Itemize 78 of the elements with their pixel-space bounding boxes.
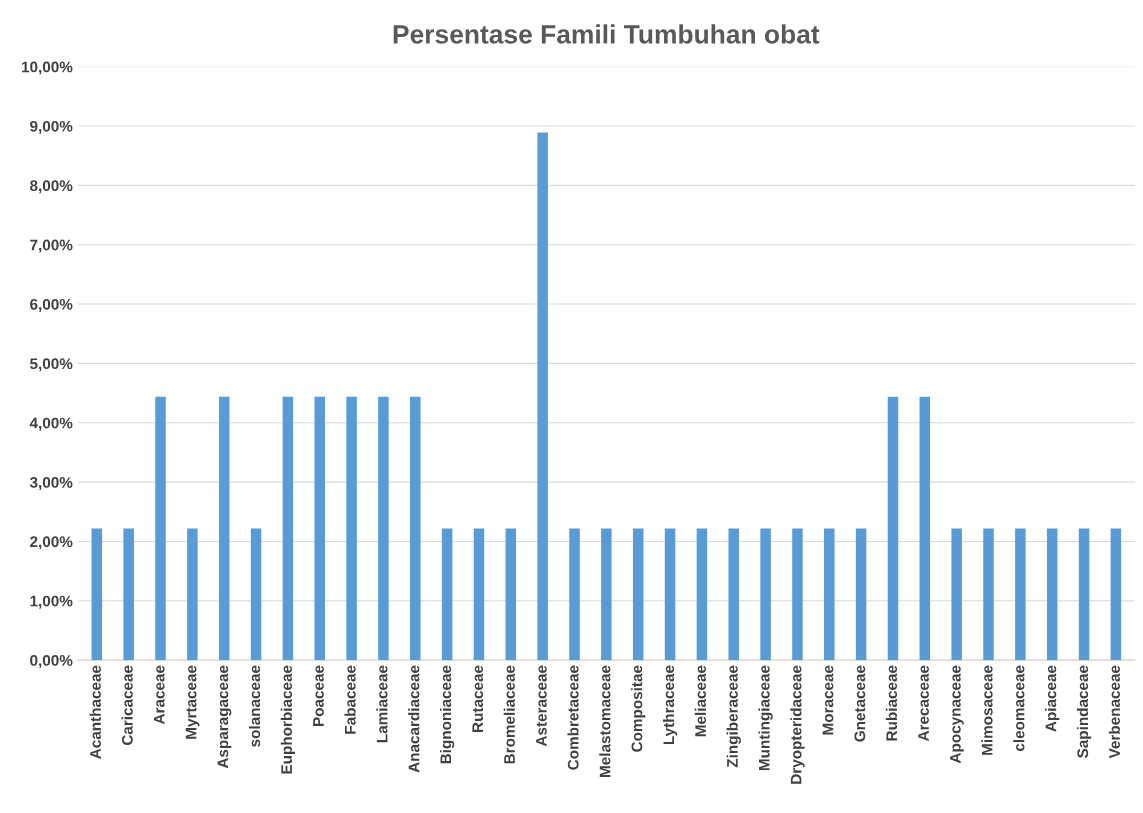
bar xyxy=(250,528,262,661)
bar xyxy=(632,528,644,661)
x-tick-label: solanaceae xyxy=(248,665,261,747)
bar xyxy=(1015,528,1026,661)
y-tick-label: 5,00% xyxy=(30,358,73,372)
bar xyxy=(792,528,803,661)
bar xyxy=(282,396,294,661)
bar xyxy=(919,396,931,661)
bar xyxy=(155,396,166,661)
x-tick-label: Fabaceae xyxy=(344,665,356,734)
x-tick-label: cleomaceae xyxy=(1013,665,1025,752)
x-tick-label: Acanthaceae xyxy=(89,665,101,759)
x-tick-label: Anacardiaceae xyxy=(408,665,420,773)
bar xyxy=(218,396,230,661)
x-tick-label: Asparagaceae xyxy=(217,665,232,769)
y-tick-label: 7,00% xyxy=(30,239,73,253)
x-tick-label: Moraceae xyxy=(822,665,834,735)
bar xyxy=(569,528,580,661)
bar xyxy=(123,528,134,661)
x-tick-label: Araceae xyxy=(153,665,165,725)
bar xyxy=(887,396,899,661)
y-tick-label: 6,00% xyxy=(30,298,73,312)
bar xyxy=(664,528,676,661)
bar xyxy=(441,528,453,661)
x-tick-label: Gnetaceae xyxy=(854,665,866,742)
x-tick-label: Meliaceae xyxy=(694,665,706,737)
x-tick-label: Apocynaceae xyxy=(950,665,964,764)
bar xyxy=(855,528,867,661)
x-tick-label: Zingiberaceae xyxy=(726,665,741,768)
bar xyxy=(346,396,357,661)
y-tick-label: 3,00% xyxy=(29,476,73,491)
chart-title: Persentase Famili Tumbuhan obat xyxy=(393,24,820,44)
bar xyxy=(1046,528,1058,661)
x-tick-label: Compositae xyxy=(631,665,646,752)
y-tick-label: 10,00% xyxy=(22,61,73,75)
bar xyxy=(728,528,739,661)
x-tick-label: Euphorbiaceae xyxy=(280,665,296,774)
bar xyxy=(187,528,198,661)
x-tick-label: Sapindaceae xyxy=(1076,665,1092,758)
x-tick-label: Lythraceae xyxy=(662,665,678,745)
x-tick-label: Asteraceae xyxy=(536,665,547,747)
x-tick-label: Dryopteridaceae xyxy=(790,665,805,784)
bar xyxy=(824,528,835,661)
x-tick-label: Bignoniaceae xyxy=(439,665,455,764)
x-tick-label: Lamiaceae xyxy=(376,665,388,743)
bar xyxy=(378,396,389,661)
x-tick-label: Muntingiaceae xyxy=(758,665,773,771)
x-tick-label: Apiaceae xyxy=(1045,665,1060,732)
x-tick-label: Verbenaceae xyxy=(1108,665,1120,759)
y-tick-label: 8,00% xyxy=(30,180,73,194)
y-tick-label: 9,00% xyxy=(30,120,73,134)
x-tick-label: Bromeliaceae xyxy=(503,665,515,764)
bar xyxy=(410,396,421,661)
bar xyxy=(537,132,548,661)
x-tick-label: Combretaceae xyxy=(567,665,579,770)
bar xyxy=(505,528,517,661)
bar xyxy=(601,528,612,661)
bar xyxy=(760,528,771,661)
x-tick-label: Poaceae xyxy=(313,665,324,726)
y-tick-label: 2,00% xyxy=(30,536,73,550)
y-tick-label: 4,00% xyxy=(29,417,73,431)
x-tick-label: Rutaceae xyxy=(472,665,484,732)
bar xyxy=(696,528,708,661)
y-tick-label: 0,00% xyxy=(30,655,73,669)
bar xyxy=(1110,528,1122,661)
bar xyxy=(473,528,485,661)
bar xyxy=(951,528,962,661)
bar xyxy=(1078,528,1090,661)
bar xyxy=(983,528,994,661)
y-tick-label: 1,00% xyxy=(30,595,73,609)
bar xyxy=(314,396,326,661)
x-tick-label: Caricaceae xyxy=(121,665,133,746)
x-tick-label: Melastomaceae xyxy=(599,665,611,777)
x-tick-label: Mimosaceae xyxy=(981,665,993,755)
x-tick-label: Myrtaceae xyxy=(185,665,200,739)
x-tick-label: Arecaceae xyxy=(918,665,929,742)
bar xyxy=(91,528,103,661)
x-tick-label: Rubiaceae xyxy=(885,665,898,741)
